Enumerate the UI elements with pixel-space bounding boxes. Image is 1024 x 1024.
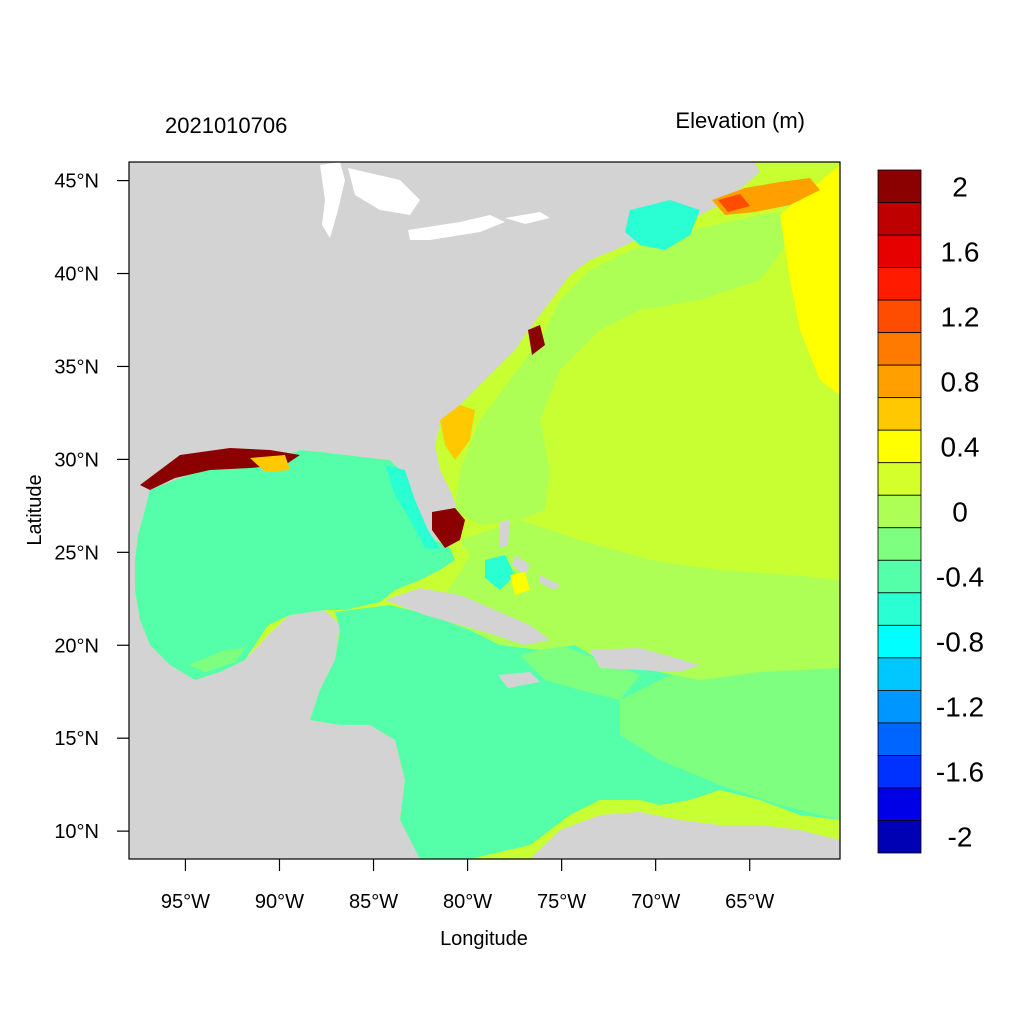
lat-tick-label: 10°N	[54, 821, 99, 843]
colorbar-swatch	[877, 299, 922, 334]
colorbar-label: -0.4	[936, 562, 984, 593]
colorbar-swatch	[877, 234, 922, 268]
lon-tick-label: 65°W	[725, 891, 774, 913]
nova-scotia-red	[718, 194, 750, 212]
colorbar-label: -1.2	[936, 692, 984, 723]
plot-frame	[128, 161, 841, 860]
east-caribbean-zone	[620, 655, 840, 820]
atlantic-shelf	[455, 210, 800, 525]
colorbar-label: -0.8	[936, 627, 984, 658]
lat-tick-label: 30°N	[54, 449, 99, 471]
colorbar-swatch	[877, 169, 922, 203]
lat-tick-label: 20°N	[54, 635, 99, 657]
lat-tick-label: 15°N	[54, 728, 99, 750]
colorbar-swatch	[877, 332, 922, 366]
colorbar-swatch	[877, 722, 922, 756]
colorbar-swatch	[877, 820, 922, 854]
colorbar	[877, 169, 922, 854]
date-title: 2021010706	[165, 113, 287, 138]
south-florida-anomaly	[432, 508, 465, 548]
lat-tick-label: 25°N	[54, 542, 99, 564]
lon-tick-label: 75°W	[537, 891, 586, 913]
colorbar-swatch	[877, 559, 922, 594]
colorbar-swatch	[877, 527, 922, 561]
colorbar-label: 0.8	[941, 366, 980, 397]
lon-tick-label: 90°W	[255, 891, 304, 913]
colorbar-label: 1.6	[941, 236, 980, 267]
colorbar-swatch	[877, 689, 922, 724]
colorbar-label: 2	[952, 171, 968, 202]
lon-tick-label: 85°W	[349, 891, 398, 913]
lon-tick-label: 95°W	[161, 891, 210, 913]
great-lakes	[320, 162, 550, 240]
colorbar-swatch	[877, 202, 922, 236]
colorbar-swatch	[877, 657, 922, 691]
colorbar-swatch	[877, 624, 922, 659]
x-axis-label: Longitude	[440, 928, 528, 950]
lat-tick-label: 40°N	[54, 264, 99, 286]
yucatan-green-patch	[188, 648, 245, 672]
bahamas-yellow	[510, 572, 530, 595]
colorbar-label: -1.6	[936, 757, 984, 788]
colorbar-swatch	[877, 755, 922, 789]
colorbar-label: 0.4	[941, 431, 980, 462]
colorbar-label: 1.2	[941, 301, 980, 332]
lat-tick-label: 45°N	[54, 171, 99, 193]
y-axis-label: Latitude	[24, 474, 46, 545]
colorbar-swatch	[877, 364, 922, 399]
colorbar-swatch	[877, 787, 922, 821]
land-south-america	[530, 812, 840, 859]
lat-tick-label: 35°N	[54, 356, 99, 378]
colorbar-swatch	[877, 592, 922, 626]
west-florida-anomaly	[385, 465, 440, 550]
colorbar-label: -2	[948, 822, 973, 853]
colorbar-label: 0	[952, 497, 968, 528]
lon-tick-label: 80°W	[443, 891, 492, 913]
colorbar-swatch	[877, 462, 922, 496]
colorbar-swatch	[877, 397, 922, 431]
variable-title: Elevation (m)	[675, 108, 805, 133]
colorbar-swatch	[877, 267, 922, 301]
gulf-of-mexico	[135, 450, 455, 680]
colorbar-swatch	[877, 494, 922, 529]
caribbean-sea	[310, 605, 840, 859]
land-hispaniola	[590, 648, 700, 672]
land-bahamas	[500, 520, 560, 590]
colorbar-swatch	[877, 429, 922, 464]
bahamas-anomaly	[485, 555, 515, 590]
louisiana-orange	[250, 455, 290, 472]
land-cuba	[385, 588, 550, 645]
longitude-axis: 95°W 90°W 85°W 80°W 75°W 70°W 65°W	[161, 859, 774, 913]
colorbar-labels: 2 1.6 1.2 0.8 0.4 0 -0.4 -0.8 -1.2 -1.6 -2	[936, 171, 984, 852]
carolina-coast-anomaly	[440, 405, 475, 460]
outer-banks-red	[528, 325, 545, 355]
land-jamaica	[498, 672, 540, 688]
gulf-of-maine-anomaly	[625, 200, 700, 250]
latitude-axis: 45°N 40°N 35°N 30°N 25°N 20°N 15°N 10°N	[54, 171, 129, 843]
lon-tick-label: 70°W	[631, 891, 680, 913]
caribbean-green-patch	[520, 645, 640, 700]
northeast-yellow-zone	[780, 165, 840, 395]
map-panel	[129, 162, 840, 859]
